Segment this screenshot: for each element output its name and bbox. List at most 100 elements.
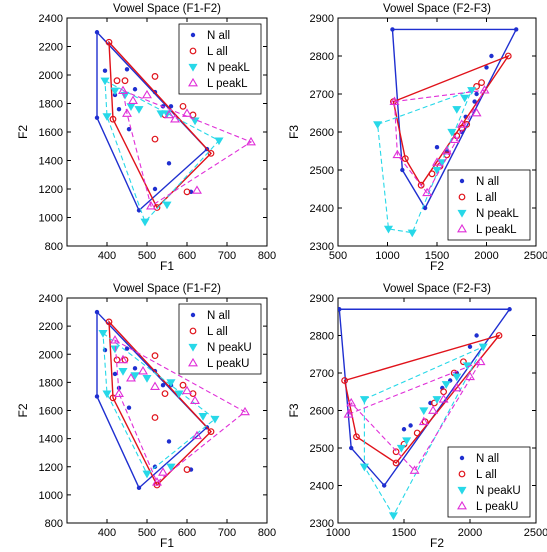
- data-point: [94, 309, 100, 315]
- data-point: [400, 167, 405, 173]
- y-tick-label: 2300: [310, 241, 334, 253]
- data-point: [401, 427, 407, 432]
- data-point: [168, 104, 174, 109]
- series-hull: [114, 339, 246, 484]
- data-point: [110, 87, 120, 96]
- data-point: [182, 108, 192, 117]
- legend-label: N all: [476, 176, 499, 188]
- data-point: [192, 185, 202, 194]
- data-point: [440, 388, 448, 396]
- legend-marker: [190, 32, 196, 38]
- x-axis-label: F2: [430, 536, 444, 550]
- data-point: [418, 416, 429, 426]
- y-tick-label: 2500: [310, 165, 334, 177]
- legend: N all L all N peakU L peakU: [447, 446, 531, 518]
- data-point: [373, 121, 383, 129]
- legend-marker: [457, 209, 467, 218]
- x-tick-label: 800: [258, 250, 276, 262]
- y-tick-label: 1800: [39, 99, 63, 111]
- data-point: [214, 137, 224, 146]
- data-point: [182, 385, 192, 395]
- data-point: [441, 145, 452, 155]
- series-l-peaku: [110, 335, 250, 486]
- legend-label: L peakU: [476, 501, 518, 513]
- data-point: [198, 413, 208, 421]
- x-tick-label: 800: [258, 527, 276, 539]
- data-point: [460, 358, 467, 366]
- data-point: [434, 145, 440, 150]
- data-point: [126, 405, 132, 410]
- y-tick-label: 2200: [39, 321, 63, 333]
- data-point: [158, 467, 168, 476]
- x-axis-label: F1: [160, 259, 174, 273]
- y-tick-label: 1600: [39, 406, 63, 418]
- data-point: [179, 102, 187, 110]
- series-l-peakl: [389, 85, 490, 197]
- legend-marker: [188, 357, 198, 367]
- data-point: [207, 149, 215, 157]
- data-point: [514, 27, 519, 32]
- data-point: [452, 106, 462, 114]
- chart-panel-1: Vowel Space (F1-F2) 400 500 600 700 800 800 100…: [16, 3, 276, 273]
- data-point: [130, 372, 140, 380]
- data-point: [142, 375, 152, 383]
- data-point: [192, 430, 202, 440]
- data-point: [504, 52, 512, 60]
- series-hull: [122, 89, 253, 207]
- y-tick-label: 2000: [39, 349, 63, 361]
- legend-marker: [457, 500, 467, 510]
- legend-label: N peakU: [207, 342, 252, 354]
- data-point: [456, 119, 467, 128]
- legend-label: N all: [476, 453, 499, 465]
- data-point: [116, 107, 122, 112]
- y-tick-label: 2600: [310, 406, 334, 418]
- data-point: [383, 225, 394, 234]
- data-point: [113, 77, 121, 85]
- legend-marker: [188, 63, 198, 72]
- data-point: [94, 394, 100, 399]
- data-point: [467, 344, 473, 349]
- chart-panel-3: Vowel Space (F1-F2) 400 500 600 700 800 800 100…: [16, 283, 276, 550]
- y-tick-label: 1200: [39, 184, 63, 196]
- legend: N all L all N peakL L peakL: [178, 23, 262, 95]
- data-point: [472, 99, 477, 104]
- data-point: [151, 352, 159, 360]
- y-tick-label: 1000: [39, 213, 63, 225]
- data-point: [122, 108, 132, 117]
- data-point: [183, 466, 191, 473]
- data-point: [134, 106, 144, 114]
- data-point: [151, 414, 159, 421]
- legend-marker: [458, 193, 466, 201]
- data-point: [152, 477, 162, 486]
- y-tick-label: 1400: [39, 434, 63, 446]
- data-point: [140, 218, 150, 227]
- data-point: [166, 161, 172, 166]
- data-point: [207, 428, 215, 435]
- y-axis-label: F2: [16, 125, 30, 139]
- y-tick-label: 2500: [310, 443, 334, 455]
- data-point: [102, 347, 108, 353]
- y-axis-label: F3: [287, 125, 301, 139]
- data-point: [413, 429, 421, 437]
- legend-marker: [189, 327, 197, 335]
- data-point: [94, 30, 100, 35]
- data-point: [105, 318, 113, 326]
- data-point: [118, 85, 128, 95]
- y-tick-label: 1600: [39, 127, 63, 139]
- data-point: [146, 201, 156, 210]
- data-point: [138, 366, 148, 375]
- data-point: [473, 82, 481, 90]
- y-tick-label: 2400: [39, 13, 63, 25]
- data-point: [151, 135, 159, 143]
- series-n-peakl: [373, 87, 477, 238]
- data-point: [150, 381, 160, 390]
- data-point: [389, 96, 400, 105]
- legend-label: N peakL: [476, 208, 519, 220]
- y-tick-label: 800: [45, 241, 63, 253]
- data-point: [449, 134, 460, 143]
- data-point: [166, 379, 176, 387]
- series-l-peaku: [343, 356, 486, 474]
- data-point: [183, 188, 191, 196]
- data-point: [210, 415, 220, 424]
